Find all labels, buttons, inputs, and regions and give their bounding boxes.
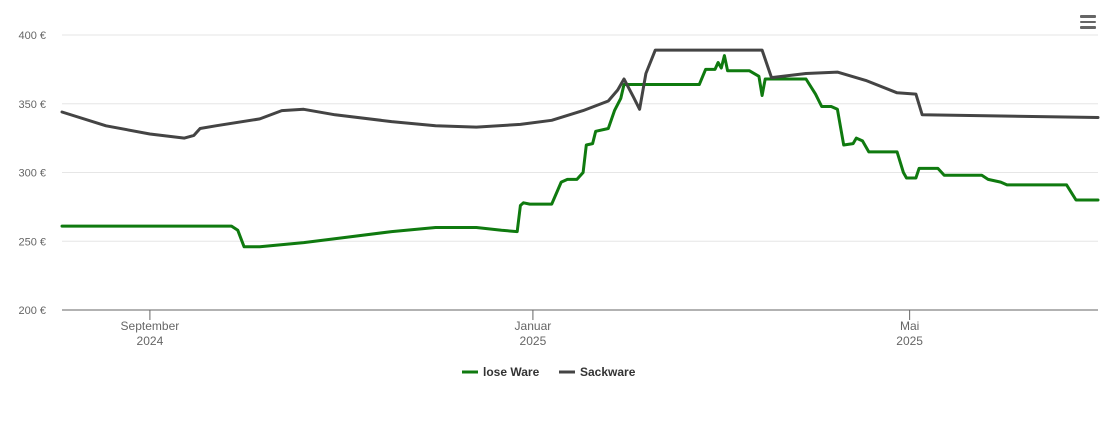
series-line-lose-ware[interactable] bbox=[60, 54, 1100, 249]
x-tick-label-year: 2025 bbox=[896, 334, 923, 348]
x-tick-label-month: September bbox=[121, 319, 180, 333]
series-line-sackware[interactable] bbox=[60, 48, 1100, 140]
x-tick-label-month: Mai bbox=[900, 319, 919, 333]
legend-label-lose-ware: lose Ware bbox=[483, 365, 540, 379]
legend-item-lose-ware[interactable]: lose Ware bbox=[462, 365, 540, 379]
y-tick-label: 350 € bbox=[18, 99, 46, 111]
legend-item-sackware[interactable]: Sackware bbox=[559, 365, 636, 379]
menu-bar bbox=[1080, 20, 1096, 24]
y-tick-label: 400 € bbox=[18, 30, 46, 42]
series-lines bbox=[60, 48, 1100, 249]
grid-lines bbox=[62, 34, 1098, 242]
legend-label-sackware: Sackware bbox=[580, 365, 636, 379]
menu-bar bbox=[1080, 15, 1096, 18]
x-tick-label-month: Januar bbox=[515, 319, 552, 333]
x-tick-label-year: 2025 bbox=[520, 334, 547, 348]
legend[interactable]: lose Ware Sackware bbox=[462, 365, 636, 379]
y-tick-label: 250 € bbox=[18, 236, 46, 248]
y-tick-label: 300 € bbox=[18, 168, 46, 180]
y-axis: 200 € 250 € 300 € 350 € 400 € bbox=[18, 30, 46, 317]
x-tick-label-year: 2024 bbox=[137, 334, 164, 348]
y-tick-label: 200 € bbox=[18, 305, 46, 317]
menu-bar bbox=[1080, 26, 1096, 29]
hamburger-menu-icon[interactable] bbox=[1076, 11, 1100, 33]
